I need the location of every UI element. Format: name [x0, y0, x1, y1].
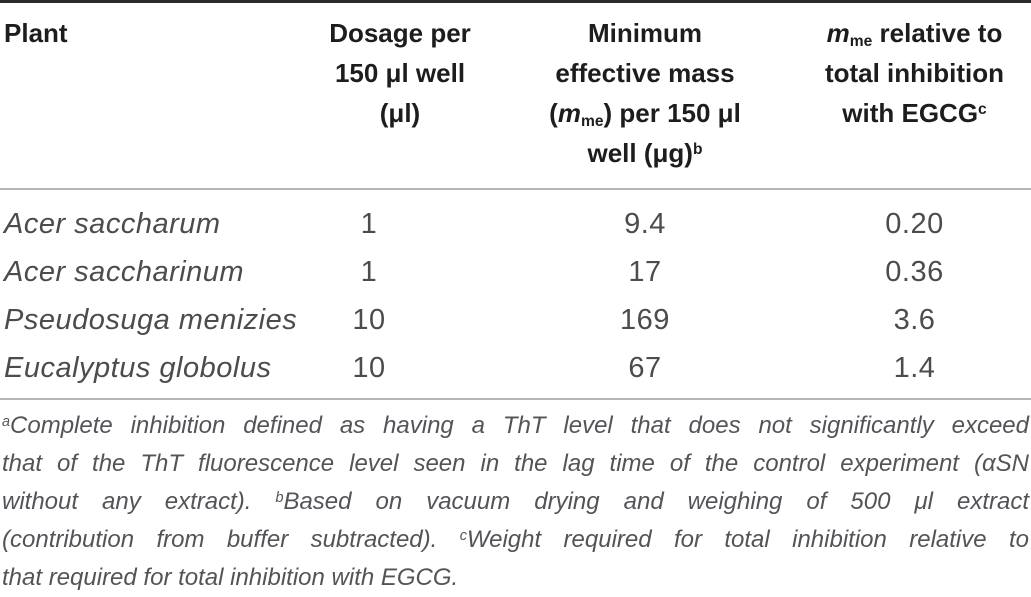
footnote-line: (contribution from buffer subtracted). c…: [2, 526, 1030, 553]
cell-dosage: 1: [360, 208, 378, 240]
header-line: total inhibition: [824, 58, 1005, 88]
header-line: (μl): [379, 98, 421, 128]
table-body: Acer saccharum 1 9.4 0.20 Acer saccharinum 1 1…: [0, 190, 1031, 398]
cell-plant: Eucalyptus globolus: [4, 352, 272, 384]
cell-mass: 67: [628, 352, 662, 384]
cell-mass: 17: [628, 256, 662, 288]
cell-relative: 0.20: [885, 208, 944, 240]
table-row: Acer saccharum 1 9.4 0.20: [0, 200, 1031, 248]
cell-relative: 3.6: [893, 304, 936, 336]
footnote-line: without any extract). bBased on vacuum d…: [2, 488, 1029, 515]
header-line: Minimum: [587, 18, 703, 48]
header-line: Plant: [4, 18, 68, 48]
table-header-row: Plant Dosage per 150 μl well (μl) Minimum e…: [0, 3, 1031, 188]
cell-relative: 1.4: [893, 352, 936, 384]
footnote-line: that of the ThT fluorescence level seen …: [2, 450, 1029, 477]
cell-mass: 9.4: [624, 208, 666, 240]
header-line: well (μg)b: [587, 138, 703, 168]
table-row: Eucalyptus globolus 10 67 1.4: [0, 344, 1031, 392]
header-line: (mme) per 150 μl: [549, 98, 741, 131]
header-line: Dosage per: [329, 18, 471, 48]
table-row: Pseudosuga menizies 10 169 3.6: [0, 296, 1031, 344]
header-line: 150 μl well: [334, 58, 466, 88]
table-top-rule: [0, 0, 1031, 3]
cell-dosage: 10: [352, 304, 386, 336]
footnote-line: that required for total inhibition with …: [2, 564, 459, 591]
cell-dosage: 1: [360, 256, 378, 288]
header-line: effective mass: [555, 58, 735, 88]
cell-relative: 0.36: [885, 256, 944, 288]
header-line: mme relative to: [826, 18, 1003, 51]
header-line: with EGCGc: [842, 98, 987, 128]
cell-dosage: 10: [352, 352, 386, 384]
cell-plant: Pseudosuga menizies: [4, 304, 298, 336]
cell-plant: Acer saccharinum: [4, 256, 245, 288]
footnote-line: aComplete inhibition defined as having a…: [2, 412, 1029, 439]
table-row: Acer saccharinum 1 17 0.36: [0, 248, 1031, 296]
footnote-divider-rule: [0, 398, 1031, 400]
cell-plant: Acer saccharum: [4, 208, 221, 240]
column-header-minimum-effective-mass: Minimum effective mass (mme) per 150 μl wel…: [520, 13, 770, 188]
column-header-relative-to-egcg: mme relative to total inhibition with EGCG…: [770, 13, 1031, 188]
header-divider-rule: [0, 188, 1031, 190]
column-header-plant: Plant: [0, 13, 280, 188]
table-footnotes: aComplete inhibition defined as having a…: [0, 400, 1031, 597]
cell-mass: 169: [620, 304, 670, 336]
column-header-dosage: Dosage per 150 μl well (μl): [280, 13, 520, 188]
